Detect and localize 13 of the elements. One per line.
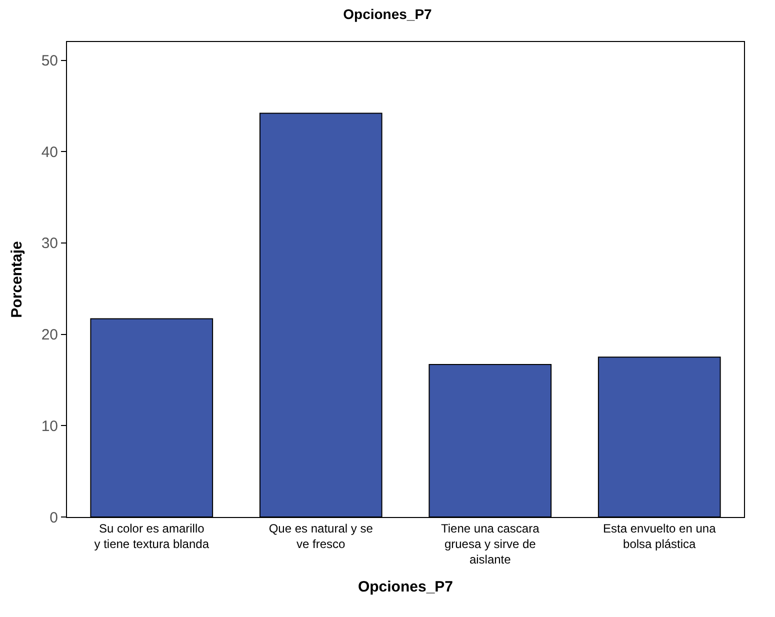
y-axis-title: Porcentaje [8,241,26,318]
y-tick-label: 30 [41,235,58,252]
y-tick-label: 20 [41,326,58,344]
y-tick-label: 0 [50,509,58,526]
chart-title: Opciones_P7 [343,6,432,22]
x-tick-label: Tiene una cascara gruesa y sirve de aislante [440,521,540,567]
y-tick-label: 40 [41,144,58,161]
x-tick-label: Esta envuelto en una bolsa plástica [602,521,716,551]
x-tick-label: Que es natural y se ve fresco [268,521,374,551]
y-tick-label: 10 [41,418,58,435]
x-axis-title: Opciones_P7 [358,578,454,596]
y-tick-label: 50 [41,52,58,70]
x-tick-label: Su color es amarillo y tiene textura blanda [94,521,210,551]
